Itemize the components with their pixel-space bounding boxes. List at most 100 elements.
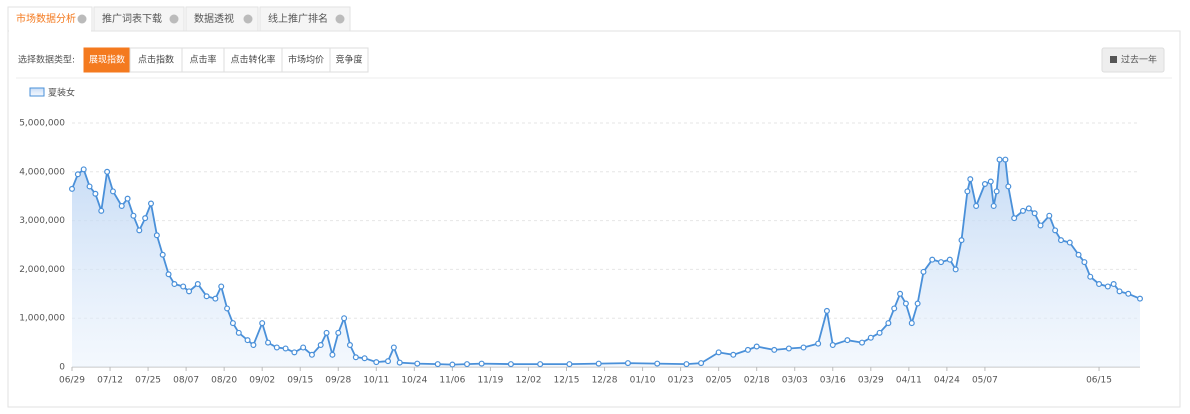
point bbox=[800, 344, 807, 351]
point bbox=[867, 334, 874, 341]
x-tick-label: 12/28 bbox=[592, 376, 618, 386]
point bbox=[136, 227, 143, 234]
y-tick-label: 4,000,000 bbox=[19, 167, 65, 177]
point bbox=[1081, 259, 1088, 266]
x-tick-label: 09/28 bbox=[325, 376, 351, 386]
point bbox=[1031, 210, 1038, 217]
point bbox=[329, 351, 336, 358]
point bbox=[876, 329, 883, 336]
tab-cover bbox=[9, 30, 91, 32]
point bbox=[224, 305, 231, 312]
point bbox=[952, 266, 959, 273]
filter-option-label: 点击率 bbox=[189, 54, 216, 66]
point bbox=[996, 156, 1003, 163]
point bbox=[1011, 215, 1018, 222]
point bbox=[753, 343, 760, 350]
point bbox=[744, 346, 751, 353]
point bbox=[385, 358, 392, 365]
point bbox=[964, 188, 971, 195]
x-tick-label: 04/24 bbox=[934, 376, 960, 386]
point bbox=[153, 232, 160, 239]
point bbox=[1005, 183, 1012, 190]
x-tick-label: 12/15 bbox=[554, 376, 580, 386]
point bbox=[273, 344, 280, 351]
point bbox=[1019, 207, 1026, 214]
point bbox=[186, 288, 193, 295]
x-tick-label: 06/15 bbox=[1086, 376, 1112, 386]
point bbox=[317, 342, 324, 349]
point bbox=[124, 195, 131, 202]
point bbox=[171, 281, 178, 288]
point bbox=[946, 256, 953, 263]
x-tick-label: 11/19 bbox=[477, 376, 503, 386]
point bbox=[859, 339, 866, 346]
point bbox=[92, 190, 99, 197]
point bbox=[1136, 295, 1143, 302]
range-button[interactable] bbox=[1101, 47, 1165, 73]
x-tick-label: 08/20 bbox=[211, 376, 237, 386]
point bbox=[165, 271, 172, 278]
filter-option[interactable] bbox=[281, 47, 331, 73]
point bbox=[282, 345, 289, 352]
help-icon bbox=[335, 14, 345, 24]
filter-option[interactable] bbox=[329, 47, 369, 73]
y-tick-label: 2,000,000 bbox=[19, 265, 65, 275]
point bbox=[914, 300, 921, 307]
x-tick-label: 10/24 bbox=[401, 376, 427, 386]
point bbox=[958, 237, 965, 244]
calendar-icon bbox=[1110, 56, 1117, 63]
point bbox=[218, 283, 225, 290]
point bbox=[929, 256, 936, 263]
legend-label: 夏装女 bbox=[48, 87, 75, 99]
point bbox=[938, 259, 945, 266]
point bbox=[142, 215, 149, 222]
point bbox=[566, 361, 573, 368]
point bbox=[537, 361, 544, 368]
point bbox=[990, 202, 997, 209]
point bbox=[300, 344, 307, 351]
point bbox=[815, 340, 822, 347]
point bbox=[908, 320, 915, 327]
point bbox=[624, 360, 631, 367]
filter-option-label: 市场均价 bbox=[288, 54, 324, 66]
point bbox=[829, 342, 836, 349]
point bbox=[449, 361, 456, 368]
point bbox=[104, 168, 111, 175]
point bbox=[1066, 239, 1073, 246]
tab[interactable] bbox=[259, 6, 351, 32]
point bbox=[130, 212, 137, 219]
point bbox=[1110, 281, 1117, 288]
x-tick-label: 02/05 bbox=[706, 376, 732, 386]
point bbox=[346, 342, 353, 349]
point bbox=[203, 293, 210, 300]
point bbox=[823, 307, 830, 314]
filter-option[interactable] bbox=[223, 47, 283, 73]
tab[interactable] bbox=[93, 6, 185, 32]
point bbox=[390, 344, 397, 351]
point bbox=[396, 359, 403, 366]
point bbox=[229, 320, 236, 327]
point bbox=[159, 251, 166, 258]
y-tick-label: 1,000,000 bbox=[19, 314, 65, 324]
x-tick-label: 05/07 bbox=[972, 376, 998, 386]
point bbox=[1025, 205, 1032, 212]
point bbox=[891, 305, 898, 312]
point bbox=[987, 178, 994, 185]
point bbox=[323, 329, 330, 336]
tab-label: 线上推广排名 bbox=[268, 12, 328, 25]
point bbox=[212, 295, 219, 302]
point bbox=[595, 360, 602, 367]
point bbox=[1116, 288, 1123, 295]
point bbox=[235, 329, 242, 336]
point bbox=[308, 351, 315, 358]
filter-label: 选择数据类型: bbox=[18, 54, 75, 66]
x-tick-label: 07/12 bbox=[97, 376, 123, 386]
point bbox=[967, 176, 974, 183]
help-icon bbox=[169, 14, 179, 24]
point bbox=[715, 349, 722, 356]
help-icon bbox=[77, 14, 87, 24]
x-tick-label: 03/16 bbox=[820, 376, 846, 386]
x-tick-label: 03/29 bbox=[858, 376, 884, 386]
point bbox=[973, 202, 980, 209]
point bbox=[265, 339, 272, 346]
